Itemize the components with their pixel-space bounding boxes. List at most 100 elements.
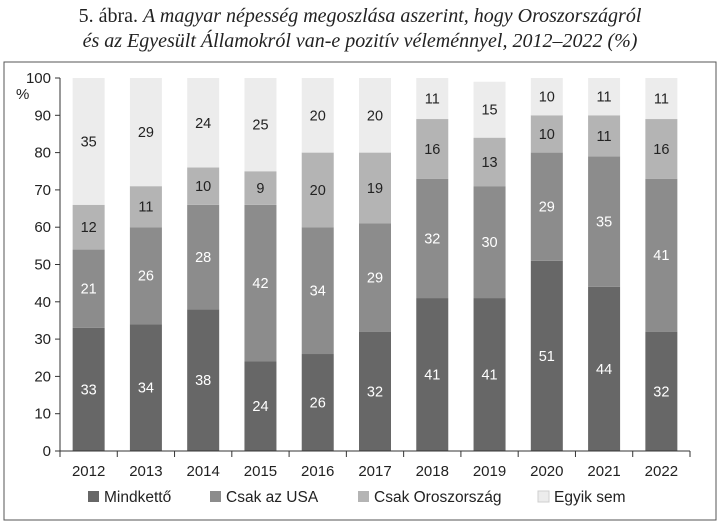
x-tick-label: 2020 xyxy=(530,463,563,480)
bar-segment xyxy=(301,227,334,355)
data-label: 35 xyxy=(81,134,97,150)
data-label: 32 xyxy=(367,384,383,400)
legend-swatch xyxy=(358,491,369,502)
data-label: 11 xyxy=(425,92,440,108)
legend-swatch xyxy=(210,491,221,502)
bar-segment xyxy=(530,78,563,116)
plot-frame xyxy=(3,61,717,521)
data-label: 29 xyxy=(539,200,555,216)
data-label: 44 xyxy=(596,362,612,378)
data-label: 24 xyxy=(195,116,211,132)
bar-segment xyxy=(301,354,334,451)
bar-segment xyxy=(359,331,391,451)
bar-segment xyxy=(588,156,621,287)
data-label: 10 xyxy=(539,127,555,143)
y-tick-label: 50 xyxy=(34,257,51,274)
data-label: 12 xyxy=(81,220,97,236)
title-text-2: és az Egyesült Államokról van-e pozitív … xyxy=(82,30,638,52)
data-label: 10 xyxy=(539,90,555,106)
x-tick-label: 2013 xyxy=(129,463,162,480)
y-tick-label: 20 xyxy=(34,368,51,385)
x-tick-label: 2021 xyxy=(587,463,620,480)
x-tick-label: 2015 xyxy=(244,463,277,480)
legend-label: Csak Oroszország xyxy=(374,489,501,506)
data-label: 35 xyxy=(596,215,612,231)
legend-label: Csak az USA xyxy=(226,489,319,506)
bar-segment xyxy=(244,361,277,451)
data-label: 29 xyxy=(367,271,383,287)
data-label: 28 xyxy=(195,250,211,266)
x-tick-label: 2012 xyxy=(72,463,105,480)
y-tick-label: 30 xyxy=(34,331,51,348)
data-label: 19 xyxy=(367,181,383,197)
bar-segment xyxy=(645,178,678,332)
bar-segment xyxy=(645,78,678,120)
data-label: 51 xyxy=(539,349,555,365)
bar-segment xyxy=(72,204,105,250)
bar-segment xyxy=(129,324,162,451)
bar-segment xyxy=(129,78,162,187)
data-label: 11 xyxy=(138,200,153,216)
bar-segment xyxy=(359,152,391,224)
data-label: 30 xyxy=(481,235,497,251)
bar-segment xyxy=(416,78,449,120)
data-label: 10 xyxy=(195,179,211,195)
legend-label: Mindkettő xyxy=(104,489,171,506)
data-label: 29 xyxy=(138,125,154,141)
chart-title-line-1: 5. ábra. A magyar népesség megoszlása as… xyxy=(0,4,720,29)
data-label: 41 xyxy=(424,368,440,384)
bar-segment xyxy=(129,227,162,325)
y-tick-label: 40 xyxy=(34,294,51,311)
legend: Mindkettő Csak az USA Csak Oroszország Egyi… xyxy=(88,489,626,506)
legend-swatch xyxy=(537,490,550,503)
bar-segment xyxy=(416,119,449,179)
data-label: 13 xyxy=(481,155,497,171)
chart-title: 5. ábra. A magyar népesség megoszlása as… xyxy=(0,4,720,54)
title-text-1: A magyar népesség megoszlása aszerint, h… xyxy=(143,5,642,27)
data-label: 11 xyxy=(654,92,669,108)
bar-segment xyxy=(473,298,506,451)
bar-segment xyxy=(359,223,391,332)
y-axis-label: % xyxy=(16,86,29,103)
bar-segment xyxy=(244,204,277,362)
legend-swatch xyxy=(88,491,99,502)
bar-segment xyxy=(244,78,277,172)
bar-segment xyxy=(187,167,220,205)
x-tick-label: 2014 xyxy=(186,463,219,480)
y-tick-label: 70 xyxy=(34,182,51,199)
data-label: 32 xyxy=(424,231,440,247)
x-tick-label: 2017 xyxy=(358,463,391,480)
bar-segment xyxy=(473,81,506,138)
bar-segment xyxy=(244,171,277,205)
bar-segment xyxy=(588,286,621,451)
legend-label: Egyik sem xyxy=(554,489,626,506)
bar-segment xyxy=(416,178,449,299)
bar-segment xyxy=(72,249,105,328)
bar-segment xyxy=(187,78,220,168)
data-label: 9 xyxy=(256,181,264,197)
data-label: 32 xyxy=(653,384,669,400)
bar-segment xyxy=(645,119,678,179)
data-label: 25 xyxy=(252,118,268,134)
y-axis: 0 10 20 30 40 50 60 70 80 90 100 xyxy=(26,70,61,460)
data-label: 11 xyxy=(597,90,612,106)
bar-segment xyxy=(187,309,220,451)
data-label: 16 xyxy=(653,142,669,158)
y-tick-label: 90 xyxy=(34,107,51,124)
data-label: 24 xyxy=(252,399,268,415)
bar-segment xyxy=(129,186,162,228)
data-label: 33 xyxy=(81,382,97,398)
x-axis: 2012 2013 2014 2015 2016 2017 2018 2019 2020 2021… xyxy=(59,450,691,480)
x-tick-label: 2018 xyxy=(416,463,449,480)
bar-segment xyxy=(530,152,563,261)
x-tick-label: 2019 xyxy=(473,463,506,480)
data-label: 41 xyxy=(653,248,669,264)
data-label: 20 xyxy=(310,183,326,199)
y-tick-label: 10 xyxy=(34,406,51,423)
data-label: 21 xyxy=(81,282,97,298)
y-tick-label: 100 xyxy=(26,70,51,87)
y-tick-label: 80 xyxy=(34,145,51,162)
data-label: 34 xyxy=(138,381,154,397)
data-label: 26 xyxy=(310,396,326,412)
